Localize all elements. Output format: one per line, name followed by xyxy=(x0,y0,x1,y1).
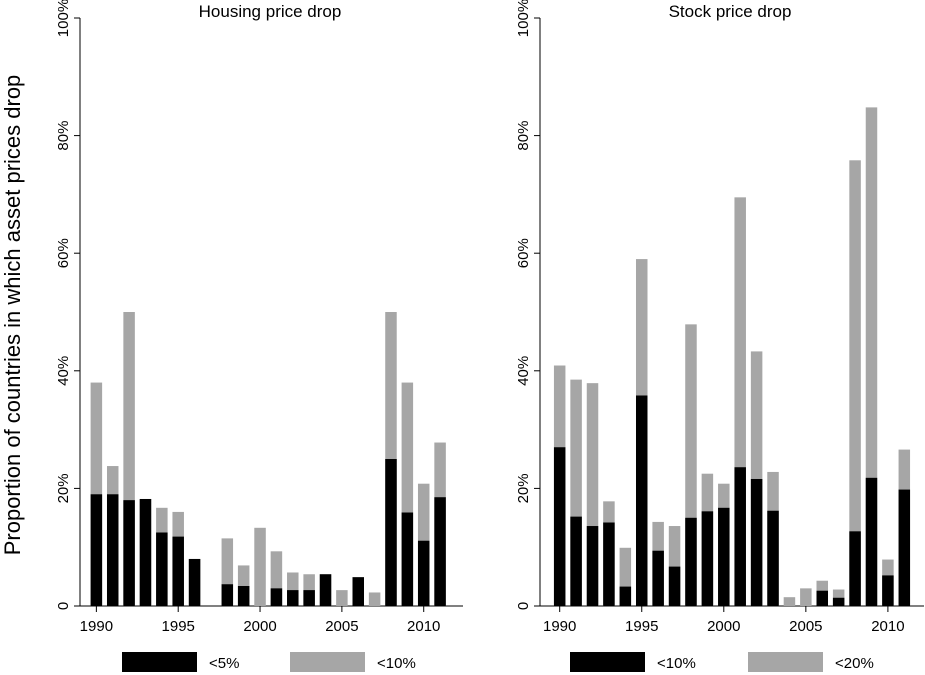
stock-bar-series1-2003 xyxy=(767,510,779,606)
stock-bar-series1-1992 xyxy=(586,526,599,606)
housing-bar-series1-2002 xyxy=(287,590,299,606)
housing-bar-series1-2006 xyxy=(352,577,364,606)
stock-y-tick-label: 100% xyxy=(515,0,532,37)
stock-bar-series1-2009 xyxy=(865,477,878,606)
stock-bar-series2-1992 xyxy=(586,383,599,606)
stock-bar-series1-1996 xyxy=(652,550,664,606)
stock-panel: Stock price drop 0 20% 40% 60% 80% 100% 1990 19… xyxy=(515,0,924,672)
housing-bar-series2-2009 xyxy=(401,382,414,606)
housing-legend-swatch-1 xyxy=(122,652,197,672)
housing-bar-series1-2011 xyxy=(434,497,446,606)
stock-bar-series1-1994 xyxy=(619,586,632,606)
housing-x-tick-label: 1990 xyxy=(80,618,113,635)
stock-bar-series2-2008 xyxy=(849,160,861,606)
stock-bar-series2-2004 xyxy=(783,597,796,606)
stock-bar-series1-1991 xyxy=(570,516,582,606)
housing-bar-series1-2008 xyxy=(385,459,397,606)
stock-bar-series1-1997 xyxy=(668,566,681,606)
housing-bar-series2-2002 xyxy=(287,572,299,606)
housing-bar-series2-2005 xyxy=(336,590,348,606)
housing-bar-series1-1996 xyxy=(188,558,201,606)
housing-x-tick-label: 2005 xyxy=(325,618,358,635)
housing-bar-series1-2003 xyxy=(303,590,315,606)
stock-bar-series1-1993 xyxy=(603,522,615,606)
housing-bar-series2-1998 xyxy=(221,538,234,606)
stock-bar-series2-1994 xyxy=(619,547,632,606)
stock-y-tick-label: 60% xyxy=(515,238,532,268)
housing-legend-label-2: <10% xyxy=(377,655,416,672)
housing-y-tick-label: 40% xyxy=(55,356,72,386)
stock-x-tick-label: 2000 xyxy=(707,618,740,635)
housing-bar-series1-1994 xyxy=(156,532,168,606)
stock-bar-series1-1999 xyxy=(701,511,714,606)
housing-bar-series1-1999 xyxy=(237,586,250,606)
y-axis-label: Proportion of countries in which asset p… xyxy=(0,75,25,556)
stock-bar-series1-2000 xyxy=(718,507,730,606)
housing-legend-swatch-2 xyxy=(290,652,365,672)
stock-legend-swatch-1 xyxy=(570,652,645,672)
stock-bar-series1-2001 xyxy=(734,467,746,606)
housing-bar-series1-1998 xyxy=(221,584,234,606)
housing-bar-series2-2001 xyxy=(270,551,283,606)
housing-bar-series2-1999 xyxy=(237,565,250,606)
housing-panel: Housing price drop 0 20% 40% 60% 80% 100% 1990… xyxy=(55,0,463,672)
housing-bar-series2-2000 xyxy=(254,527,266,606)
housing-y-tick-label: 100% xyxy=(55,0,72,37)
housing-bar-series1-1990 xyxy=(90,494,103,606)
stock-legend-label-2: <20% xyxy=(835,655,874,672)
stock-bar-series2-1998 xyxy=(685,324,697,606)
housing-bar-series2-2007 xyxy=(368,592,381,606)
stock-bar-series1-2008 xyxy=(849,531,861,606)
stock-y-tick-label: 0 xyxy=(515,602,532,610)
stock-bar-series1-2002 xyxy=(750,478,763,606)
stock-bar-series1-1995 xyxy=(635,395,648,606)
stock-bar-series1-1998 xyxy=(685,517,697,606)
stock-legend-swatch-2 xyxy=(748,652,823,672)
housing-legend-label-1: <5% xyxy=(209,655,239,672)
housing-x-tick-label: 2010 xyxy=(407,618,440,635)
housing-y-tick-label: 80% xyxy=(55,121,72,151)
stock-bar-series2-1997 xyxy=(668,526,681,606)
stock-bar-series1-2011 xyxy=(898,489,911,606)
housing-y-tick-label: 20% xyxy=(55,473,72,503)
housing-bar-series1-2004 xyxy=(319,574,332,606)
stock-chart-title: Stock price drop xyxy=(669,2,792,21)
stock-bar-series2-1991 xyxy=(570,379,582,606)
stock-y-tick-label: 20% xyxy=(515,473,532,503)
housing-bar-series1-2010 xyxy=(417,540,430,606)
stock-x-tick-label: 2005 xyxy=(789,618,822,635)
stock-bar-series1-2010 xyxy=(882,575,894,606)
housing-bar-series1-1993 xyxy=(139,498,152,606)
stock-x-tick-label: 1990 xyxy=(543,618,576,635)
housing-bar-series1-2009 xyxy=(401,512,414,606)
housing-bar-series1-1992 xyxy=(123,500,135,606)
stock-bar-series2-2001 xyxy=(734,197,746,606)
housing-y-tick-label: 0 xyxy=(55,602,72,610)
stock-bar-series1-2007 xyxy=(832,597,845,606)
stock-y-tick-label: 40% xyxy=(515,356,532,386)
stock-legend-label-1: <10% xyxy=(657,655,696,672)
housing-chart-title: Housing price drop xyxy=(199,2,342,21)
stock-bar-series1-2006 xyxy=(816,590,829,606)
housing-bar-series1-1991 xyxy=(106,494,119,606)
stock-bar-series2-2002 xyxy=(750,351,763,606)
stock-y-tick-label: 80% xyxy=(515,121,532,151)
stock-x-tick-label: 2010 xyxy=(871,618,904,635)
stock-bar-series2-2009 xyxy=(865,107,878,606)
housing-x-tick-label: 1995 xyxy=(162,618,195,635)
stock-bar-series1-1990 xyxy=(553,447,566,606)
housing-x-tick-label: 2000 xyxy=(243,618,276,635)
stock-x-tick-label: 1995 xyxy=(625,618,658,635)
stock-bar-series2-2005 xyxy=(800,588,812,606)
housing-y-tick-label: 60% xyxy=(55,238,72,268)
housing-bar-series2-1992 xyxy=(123,312,135,606)
housing-bar-series1-1995 xyxy=(172,536,184,606)
housing-bar-series1-2001 xyxy=(270,588,283,606)
